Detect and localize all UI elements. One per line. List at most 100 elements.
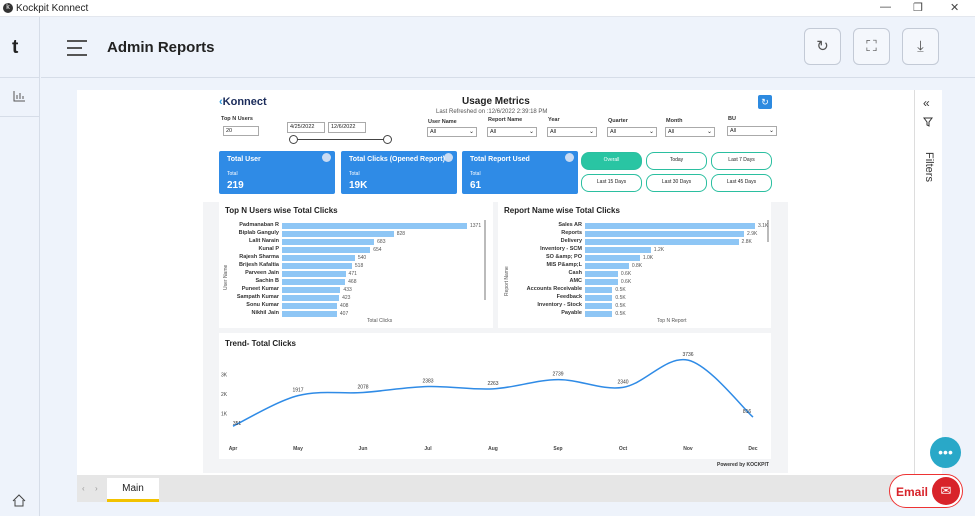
hamburger-menu-icon[interactable] bbox=[67, 40, 87, 61]
bar[interactable] bbox=[585, 263, 629, 269]
bar[interactable] bbox=[585, 239, 739, 245]
bar[interactable] bbox=[585, 231, 745, 237]
bar[interactable] bbox=[282, 263, 352, 269]
period-last30-button[interactable]: Last 30 Days bbox=[646, 174, 707, 192]
month-select[interactable]: All ⌄ bbox=[665, 127, 715, 137]
date-slider-track bbox=[291, 139, 387, 140]
point-label: 816 bbox=[743, 409, 752, 415]
year-label: Year bbox=[548, 117, 560, 123]
scrollbar[interactable] bbox=[767, 220, 769, 242]
bar[interactable] bbox=[282, 239, 375, 245]
download-icon: ⤓ bbox=[917, 38, 924, 55]
top-n-input[interactable]: 20 bbox=[223, 126, 259, 136]
next-page-icon[interactable]: › bbox=[95, 484, 98, 493]
x-tick-label: Dec bbox=[748, 446, 757, 452]
bar-label: Puneet Kumar bbox=[241, 286, 279, 292]
bar[interactable] bbox=[282, 223, 467, 229]
kpi-title: Total Clicks (Opened Report) bbox=[349, 156, 445, 163]
bar-value-label: 468 bbox=[348, 279, 357, 285]
bar-label: Cash bbox=[568, 270, 582, 276]
report-name-select[interactable]: All ⌄ bbox=[487, 127, 537, 137]
bar[interactable] bbox=[282, 231, 394, 237]
bar[interactable] bbox=[585, 223, 755, 229]
chart-icon[interactable] bbox=[13, 90, 26, 105]
bar-value-label: 423 bbox=[342, 295, 351, 301]
refresh-button[interactable]: ↻ bbox=[804, 28, 841, 65]
bar[interactable] bbox=[585, 279, 618, 285]
date-from-input[interactable]: 4/25/2022 bbox=[287, 122, 325, 133]
period-last7-button[interactable]: Last 7 Days bbox=[711, 152, 772, 170]
app-logo[interactable]: t bbox=[12, 37, 19, 58]
email-button[interactable]: Email ✉ bbox=[889, 474, 963, 508]
bar-value-label: 540 bbox=[357, 255, 367, 261]
konnect-logo: ‹Konnect bbox=[219, 96, 267, 108]
powered-by: Powered by KOCKPIT bbox=[717, 462, 769, 468]
bar[interactable] bbox=[282, 255, 355, 261]
bar-value-label: 0.5K bbox=[615, 311, 626, 317]
download-button[interactable]: ⤓ bbox=[902, 28, 939, 65]
year-select[interactable]: All ⌄ bbox=[547, 127, 597, 137]
refresh-icon: ↻ bbox=[816, 38, 829, 55]
x-tick-label: Oct bbox=[619, 446, 628, 452]
home-icon[interactable] bbox=[12, 494, 26, 510]
bar[interactable] bbox=[282, 295, 340, 301]
fullscreen-button[interactable]: ⛶ bbox=[853, 28, 890, 65]
point-label: 2340 bbox=[617, 379, 628, 385]
filters-pane[interactable]: « Filters bbox=[914, 90, 942, 475]
close-button[interactable]: ✕ bbox=[950, 2, 960, 14]
bar-label: Parveen Jain bbox=[245, 270, 279, 276]
scrollbar[interactable] bbox=[484, 220, 486, 300]
trend-clicks-chart: Trend- Total Clicks 351 Apr 1917 May 2078 Jun… bbox=[219, 333, 771, 459]
restore-button[interactable]: ❐ bbox=[913, 2, 923, 14]
bar[interactable] bbox=[585, 295, 613, 301]
kpi-dot bbox=[565, 153, 574, 162]
bar-label: Payable bbox=[561, 310, 582, 316]
bar-label: Lalit Narain bbox=[249, 238, 279, 244]
period-today-button[interactable]: Today bbox=[646, 152, 707, 170]
period-overall-button[interactable]: Overall bbox=[581, 152, 642, 170]
bar[interactable] bbox=[585, 287, 613, 293]
bar[interactable] bbox=[585, 247, 651, 253]
collapse-icon[interactable]: « bbox=[923, 96, 930, 110]
bar[interactable] bbox=[585, 303, 613, 309]
prev-page-icon[interactable]: ‹ bbox=[82, 484, 85, 493]
bar[interactable] bbox=[282, 279, 346, 285]
kpi-title: Total User bbox=[227, 156, 261, 163]
date-slider-start-handle[interactable] bbox=[289, 135, 298, 144]
bar-label: Nikhil Jain bbox=[251, 310, 279, 316]
bar[interactable] bbox=[585, 271, 618, 277]
chat-button[interactable]: ••• bbox=[930, 437, 961, 468]
report-header: ‹Konnect Usage Metrics Last Refreshed on… bbox=[203, 90, 788, 202]
bar[interactable] bbox=[282, 311, 337, 317]
bu-select[interactable]: All ⌄ bbox=[727, 126, 777, 136]
mail-icon: ✉ bbox=[932, 477, 960, 505]
bar[interactable] bbox=[282, 247, 371, 253]
x-tick-label: Aug bbox=[488, 446, 498, 452]
report-clicks-chart: Report Name wise Total Clicks Report Nam… bbox=[498, 200, 771, 328]
bar-label: Reports bbox=[561, 230, 582, 236]
bar[interactable] bbox=[282, 287, 341, 293]
bar[interactable] bbox=[585, 255, 640, 261]
bar-label: Feedback bbox=[556, 294, 582, 300]
bar[interactable] bbox=[282, 303, 338, 309]
date-to-input[interactable]: 12/6/2022 bbox=[328, 122, 366, 133]
period-last45-button[interactable]: Last 45 Days bbox=[711, 174, 772, 192]
trend-line[interactable] bbox=[232, 358, 754, 427]
bar[interactable] bbox=[282, 271, 346, 277]
x-axis-label: Total Clicks bbox=[367, 318, 393, 324]
minimize-button[interactable]: — bbox=[880, 1, 891, 13]
quarter-select[interactable]: All ⌄ bbox=[607, 127, 657, 137]
quarter-label: Quarter bbox=[608, 118, 628, 124]
report-refresh-icon[interactable]: ↻ bbox=[758, 95, 772, 109]
date-slider-end-handle[interactable] bbox=[383, 135, 392, 144]
user-name-select[interactable]: All ⌄ bbox=[427, 127, 477, 137]
period-last15-button[interactable]: Last 15 Days bbox=[581, 174, 642, 192]
bar-value-label: 408 bbox=[340, 303, 349, 309]
bar-value-label: 2.9K bbox=[747, 231, 758, 237]
bar[interactable] bbox=[585, 311, 613, 317]
bar-label: Rajesh Sharma bbox=[239, 254, 279, 260]
tab-main[interactable]: Main bbox=[107, 478, 159, 502]
bar-label: Sampath Kumar bbox=[236, 294, 279, 300]
y-tick-label: 2K bbox=[221, 392, 228, 398]
bar-label: Kunal P bbox=[258, 246, 279, 252]
